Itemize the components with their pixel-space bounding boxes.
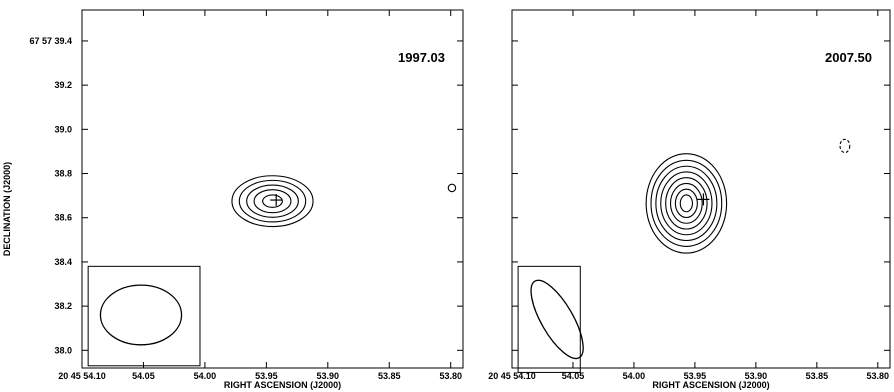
y-tick-label: 38.4: [54, 257, 72, 267]
plot-frame: [511, 9, 891, 369]
y-tick-label: 38.6: [54, 213, 72, 223]
contour-level-5: [665, 177, 708, 230]
x-tick-label: 53.85: [806, 371, 829, 381]
contour-level-2: [238, 179, 307, 223]
y-axis-title: DECLINATION (J2000): [2, 162, 12, 256]
contour-level-5: [262, 194, 283, 208]
contour-level-6: [669, 182, 703, 224]
x-tick-label: 53.80: [439, 371, 462, 381]
contour-level-2: [650, 159, 723, 248]
y-tick-label: 38.8: [54, 169, 72, 179]
contour-level-7: [674, 188, 698, 219]
panel-2: 20 45 54.10 54.05 54.00 53.95 53.90 53.85 53.8…: [488, 9, 891, 390]
x-tick-label: 53.90: [317, 371, 340, 381]
epoch-label: 2007.50: [825, 50, 872, 65]
x-tick-label: 53.95: [684, 371, 707, 381]
x-tick-label: 53.90: [745, 371, 768, 381]
x-tick-label: 53.80: [867, 371, 890, 381]
contour-level-4: [253, 189, 292, 214]
x-axis-title: RIGHT ASCENSION (J2000): [652, 380, 769, 390]
beam-box: [517, 265, 581, 373]
negative-contour: [839, 138, 851, 154]
plot-frame: [81, 9, 464, 369]
panel-1: 20 45 54.10 54.05 54.00 53.95 53.90 53.85 53.8…: [2, 9, 464, 390]
contour-level-1: [645, 153, 728, 254]
y-tick-label: 67 57 39.4: [29, 36, 72, 46]
x-tick-label: 53.95: [255, 371, 278, 381]
y-tick-label: 39.2: [54, 80, 72, 90]
epoch-label: 1997.03: [398, 50, 445, 65]
beam-ellipse: [530, 279, 584, 360]
y-tick-label: 39.0: [54, 124, 72, 134]
y-tick-label: 38.2: [54, 301, 72, 311]
contour-level-3: [655, 165, 718, 242]
x-axis-title: RIGHT ASCENSION (J2000): [224, 380, 341, 390]
contour-level-3: [246, 184, 299, 218]
contour-level-4: [660, 171, 713, 236]
x-tick-label: 54.05: [562, 371, 585, 381]
x-tick-label: 54.05: [132, 371, 155, 381]
x-tick-label: 20 45 54.10: [488, 371, 536, 381]
contour-level-8: [679, 194, 694, 213]
x-tick-label: 53.85: [378, 371, 401, 381]
x-tick-label: 20 45 54.10: [58, 371, 106, 381]
beam-box: [87, 265, 201, 367]
contour-level-1: [231, 175, 314, 228]
secondary-contour: [447, 183, 457, 193]
y-tick-label: 38.0: [54, 345, 72, 355]
x-tick-label: 54.00: [623, 371, 646, 381]
beam-ellipse: [99, 284, 183, 346]
x-tick-label: 54.00: [194, 371, 217, 381]
